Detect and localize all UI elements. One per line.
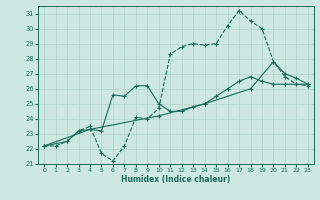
X-axis label: Humidex (Indice chaleur): Humidex (Indice chaleur) xyxy=(121,175,231,184)
